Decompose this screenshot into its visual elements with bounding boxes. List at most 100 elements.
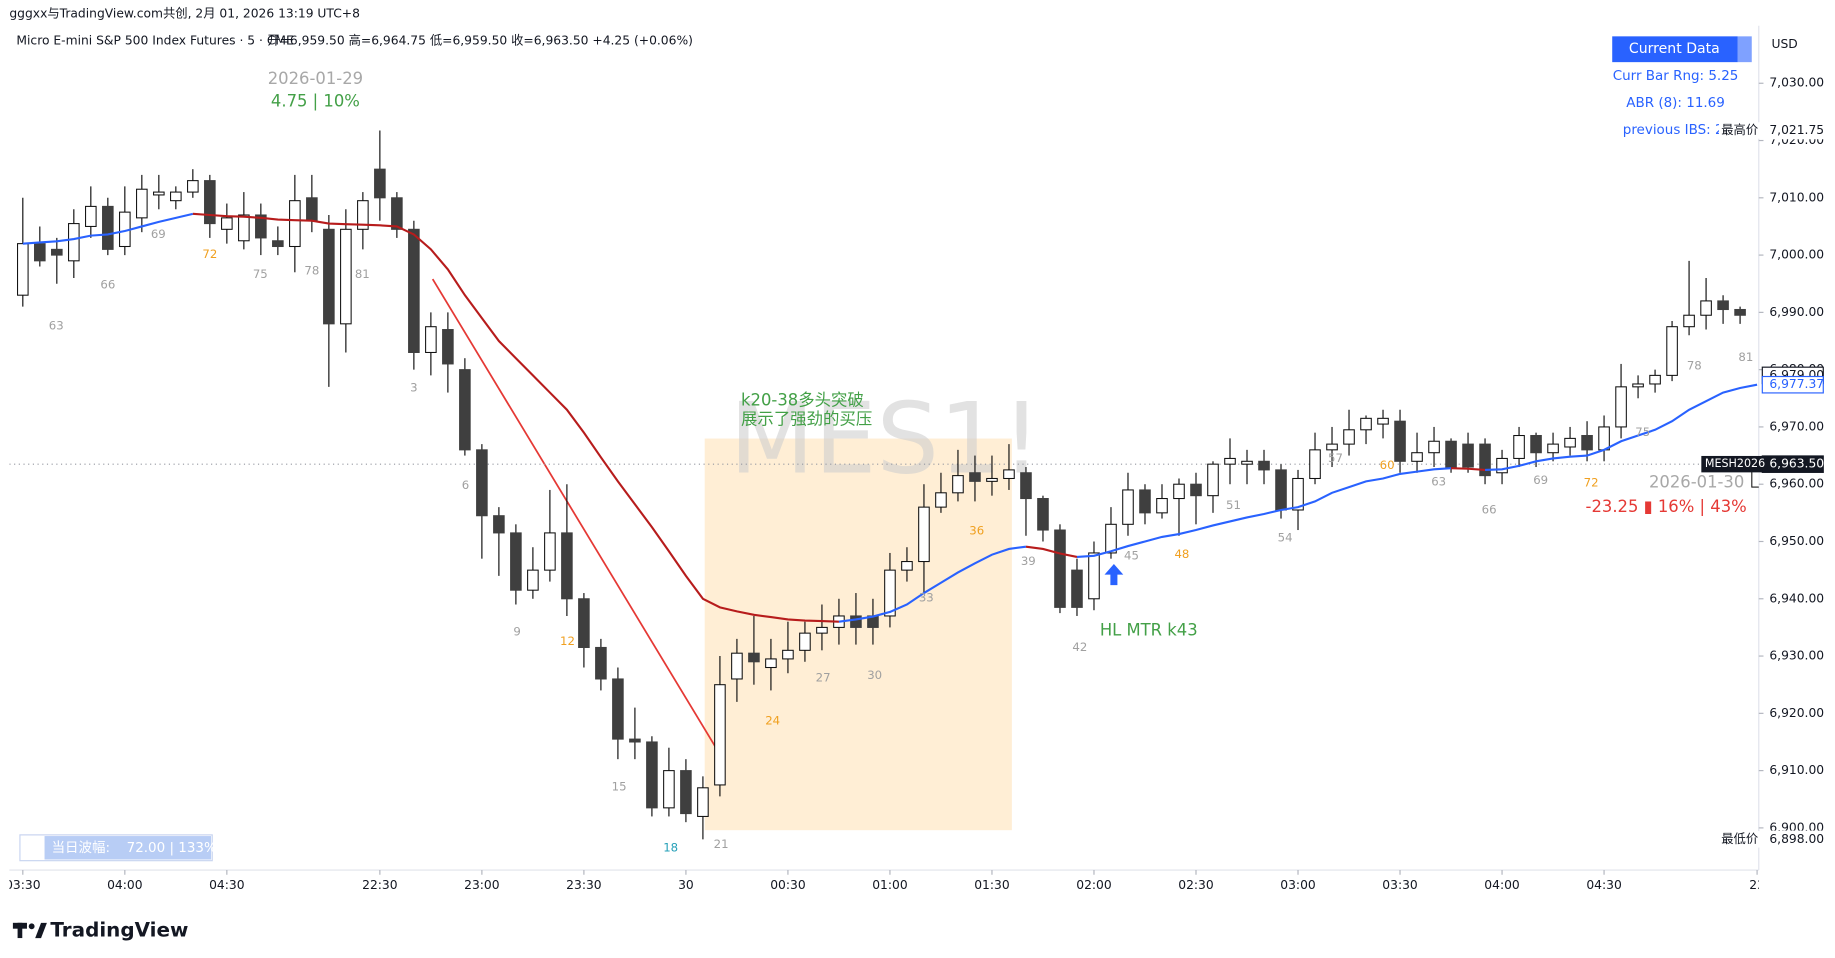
ema-line (1485, 383, 1758, 471)
candle-body (187, 180, 199, 193)
candle-body (884, 569, 896, 617)
candle-body (357, 200, 369, 230)
candle-body (765, 658, 777, 669)
y-tick-label: 6,930.00 (1769, 649, 1824, 663)
x-tick-label: 00:30 (770, 878, 805, 892)
candle-body (221, 217, 233, 230)
bar-count: 78 (304, 263, 319, 277)
candle-body (1666, 326, 1678, 376)
bar-count: 36 (969, 524, 984, 538)
candle-body (1717, 300, 1729, 311)
candle-body (136, 188, 148, 219)
currency[interactable]: USD (1771, 37, 1797, 51)
x-tick-label: 03:30 (1382, 878, 1417, 892)
x-tick-label: 02:30 (1178, 878, 1213, 892)
candle-body (493, 515, 505, 534)
candle-body (340, 228, 352, 325)
bar-count: 54 (1278, 531, 1293, 545)
low-price-box (1761, 830, 1824, 849)
candle-body (1309, 449, 1321, 480)
range-value: 72.00 | 133% (127, 840, 217, 856)
x-tick-label: 02:00 (1076, 878, 1111, 892)
candle-body (1326, 443, 1338, 451)
ema-line (192, 212, 839, 623)
bar-count: 75 (253, 267, 268, 281)
ema-line (1025, 545, 1078, 558)
candle-body (238, 214, 250, 242)
candle-body (1292, 477, 1304, 511)
candle-body (629, 738, 641, 743)
y-tick-label: 6,950.00 (1769, 534, 1824, 548)
bar-count: 78 (1687, 358, 1702, 372)
candle-body (850, 615, 862, 628)
candle-body (425, 326, 437, 353)
x-tick-label: 04:30 (1586, 878, 1621, 892)
candle-body (595, 646, 607, 680)
y-tick-label: 6,920.00 (1769, 706, 1824, 720)
bar-count: 45 (1124, 548, 1139, 562)
candle-body (816, 626, 828, 634)
x-tick-label: 04:00 (107, 878, 142, 892)
annotation: k20-38多头突破 (741, 391, 864, 410)
bar-count: 33 (919, 591, 934, 605)
candle-body (1020, 472, 1032, 500)
candle-body (969, 472, 981, 482)
bar-count: 27 (816, 670, 831, 684)
candle-body (697, 787, 709, 817)
candle-body (1496, 457, 1508, 474)
button-label[interactable]: Current Data (1629, 41, 1720, 57)
day-stats: 4.75 | 10% (271, 92, 360, 111)
bar-count: 72 (202, 247, 217, 261)
candle-body (1173, 483, 1185, 500)
y-tick-label: 6,970.00 (1769, 419, 1824, 433)
symbol: Micro E-mini S&P 500 Index Futures · 5 ·… (16, 34, 293, 48)
candle-body (901, 561, 913, 571)
bar-count: 63 (49, 318, 64, 332)
bar-count: 6 (462, 478, 469, 492)
bar-count: 15 (612, 779, 627, 793)
x-tick-label: 23:30 (566, 878, 601, 892)
candle-body (323, 228, 335, 325)
candle-body (1513, 434, 1525, 459)
candle-body (459, 369, 471, 451)
y-tick-label: 7,000.00 (1769, 248, 1824, 262)
ema-line (22, 212, 194, 245)
candle-body (544, 532, 556, 571)
ema-price: 6,977.37 (1769, 377, 1824, 391)
candle-body (102, 205, 114, 250)
candle-body (17, 243, 29, 296)
x-tick-label: 22:30 (362, 878, 397, 892)
bar-count: 18 (663, 840, 678, 854)
bar-count: 51 (1226, 498, 1241, 512)
candle-body (1054, 529, 1066, 608)
candle-body (408, 228, 420, 353)
info-line: Curr Bar Rng: 5.25 (1613, 68, 1739, 84)
ema-line (1450, 467, 1486, 471)
candle-body (1377, 417, 1389, 425)
candle-body (663, 770, 675, 809)
candle-body (255, 214, 267, 239)
bar-count: 42 (1072, 640, 1087, 654)
highlight-box (704, 438, 1012, 831)
ema-line (838, 545, 1027, 623)
candle-body (1258, 460, 1270, 471)
candle-body (918, 506, 930, 563)
candle-body (748, 652, 760, 663)
candle-body (1428, 440, 1440, 454)
candle-body (170, 191, 182, 202)
candle-body (85, 205, 97, 227)
watermark: MES1! (729, 382, 1041, 496)
candle-body (1700, 300, 1712, 316)
x-tick-label: 22 (1749, 878, 1765, 892)
current-data-button[interactable] (1612, 36, 1738, 63)
annotation: 展示了强劲的买压 (741, 409, 872, 428)
candle-body (1088, 552, 1100, 600)
logo[interactable]: TradingView (50, 919, 188, 942)
candle-body (289, 200, 301, 248)
x-tick-label: 23:00 (464, 878, 499, 892)
candle-body (731, 652, 743, 680)
candle-body (1632, 383, 1644, 388)
candle-body (1411, 452, 1423, 462)
